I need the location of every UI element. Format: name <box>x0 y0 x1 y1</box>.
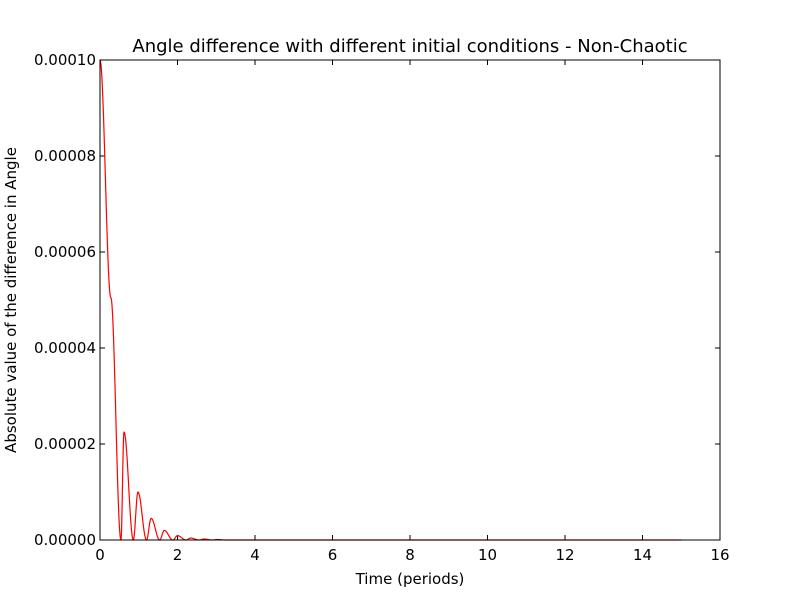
x-tick-label: 0 <box>95 546 105 564</box>
tick-labels: 0 2 4 6 8 10 12 14 16 0.00000 0.00002 0.00004 0.0000… <box>34 51 730 564</box>
series-layer <box>99 59 682 541</box>
x-tick-label: 6 <box>328 546 338 564</box>
x-axis-label: Time (periods) <box>355 570 465 588</box>
y-axis-label: Absolute value of the difference in Angl… <box>2 147 20 453</box>
y-tick-label: 0.00006 <box>34 243 96 261</box>
series-line-0 <box>99 59 682 541</box>
x-tick-label: 2 <box>173 546 183 564</box>
y-tick-label: 0.00010 <box>34 51 96 69</box>
x-tick-label: 16 <box>710 546 729 564</box>
y-tick-label: 0.00002 <box>34 435 96 453</box>
x-tick-label: 8 <box>405 546 415 564</box>
x-tick-label: 12 <box>555 546 574 564</box>
x-tick-label: 10 <box>478 546 497 564</box>
y-tick-label: 0.00000 <box>34 531 96 549</box>
y-tick-label: 0.00004 <box>34 339 96 357</box>
chart-title: Angle difference with different initial … <box>132 36 687 57</box>
x-tick-label: 4 <box>250 546 260 564</box>
y-tick-label: 0.00008 <box>34 147 96 165</box>
plot-frame <box>99 59 721 541</box>
plot-area <box>100 60 720 540</box>
x-tick-label: 14 <box>633 546 652 564</box>
